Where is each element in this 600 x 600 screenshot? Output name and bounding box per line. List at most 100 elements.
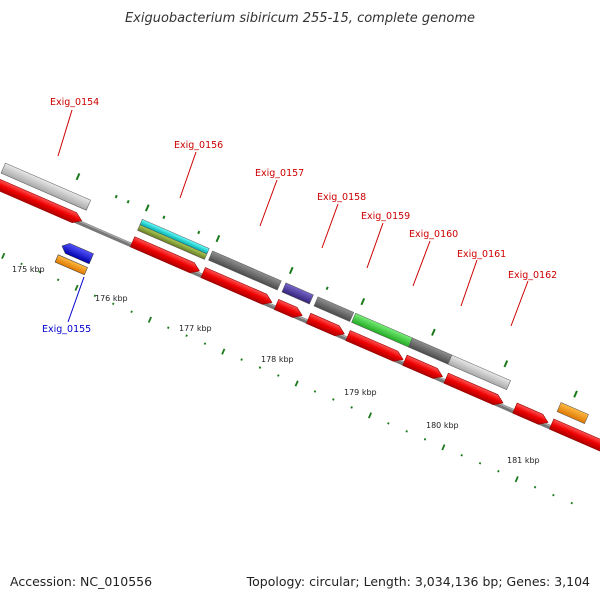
gene-label-exig-0161[interactable]: Exig_0161 bbox=[457, 249, 506, 260]
leader-line-exig-0156 bbox=[179, 151, 197, 199]
leader-line-exig-0154 bbox=[57, 109, 73, 157]
tick-mark bbox=[288, 266, 294, 275]
scale-label: 178 kbp bbox=[261, 355, 294, 364]
tick-mark bbox=[431, 328, 436, 336]
map-title: Exiguobacterium sibiricum 255-15, comple… bbox=[125, 11, 475, 26]
gene-label-exig-0162[interactable]: Exig_0162 bbox=[508, 270, 557, 281]
cds-arrow-exig-0164[interactable] bbox=[549, 418, 600, 456]
gene-bar-exig-0155[interactable] bbox=[54, 254, 88, 276]
tick-mark bbox=[552, 493, 555, 497]
gene-bar-exig-0157[interactable] bbox=[208, 250, 282, 291]
tick-mark bbox=[294, 380, 299, 387]
tick-mark bbox=[570, 501, 573, 505]
tick-mark bbox=[114, 194, 118, 199]
leader-line-exig-0157 bbox=[259, 179, 278, 227]
label-leader-lines bbox=[57, 109, 529, 327]
tick-mark bbox=[147, 316, 152, 323]
tick-mark bbox=[514, 476, 519, 483]
tick-mark bbox=[167, 326, 170, 329]
gene-bar-exig-0159[interactable] bbox=[313, 296, 355, 322]
gene-labels: Exig_0154 Exig_0155 Exig_0156 Exig_0157 … bbox=[42, 97, 557, 335]
scale-label: 180 kbp bbox=[426, 421, 459, 430]
tick-mark bbox=[144, 204, 150, 212]
tick-mark bbox=[38, 270, 42, 274]
tick-mark bbox=[325, 286, 329, 291]
gene-label-exig-0159[interactable]: Exig_0159 bbox=[361, 211, 410, 222]
gene-label-exig-0154[interactable]: Exig_0154 bbox=[50, 97, 99, 108]
gene-label-exig-0155[interactable]: Exig_0155 bbox=[42, 324, 91, 335]
scale-labels: 175 kbp 176 kbp 177 kbp 178 kbp 179 kbp … bbox=[12, 265, 540, 465]
cds-arrow-exig-0163[interactable] bbox=[512, 402, 550, 427]
leader-line-exig-0158 bbox=[321, 203, 339, 249]
cds-arrow-exig-0155[interactable] bbox=[60, 241, 94, 265]
feature-bars bbox=[0, 162, 589, 424]
scale-label: 175 kbp bbox=[12, 265, 45, 274]
cds-arrow-exig-0160[interactable] bbox=[345, 330, 405, 364]
tick-mark bbox=[277, 374, 280, 377]
accession-text: Accession: NC_010556 bbox=[10, 574, 152, 589]
tick-mark bbox=[56, 278, 60, 282]
tick-mark bbox=[185, 334, 188, 337]
tick-mark bbox=[74, 284, 79, 291]
leader-line-exig-0159 bbox=[366, 222, 384, 269]
tick-mark bbox=[197, 230, 201, 235]
tick-mark bbox=[441, 444, 446, 451]
tick-mark bbox=[533, 485, 537, 489]
tick-mark bbox=[258, 366, 262, 369]
tick-mark bbox=[112, 302, 115, 306]
feature-bar-olive[interactable] bbox=[137, 224, 208, 260]
gene-label-exig-0157[interactable]: Exig_0157 bbox=[255, 168, 304, 179]
gene-bar-exig-0162[interactable] bbox=[447, 354, 511, 391]
tick-mark bbox=[360, 297, 366, 306]
tick-mark bbox=[130, 310, 133, 314]
gene-bar-exig-0158[interactable] bbox=[281, 282, 314, 305]
tick-mark bbox=[478, 461, 482, 465]
leader-line-exig-0160 bbox=[412, 240, 431, 287]
tick-mark bbox=[350, 406, 353, 409]
tick-mark bbox=[221, 348, 226, 355]
genome-track bbox=[0, 162, 600, 505]
tick-mark bbox=[503, 360, 509, 368]
tick-mark bbox=[387, 422, 390, 425]
tick-mark bbox=[215, 234, 221, 243]
cds-arrow-exig-0161[interactable] bbox=[402, 354, 445, 381]
tick-mark bbox=[20, 262, 23, 266]
tick-mark bbox=[332, 398, 335, 401]
tick-mark bbox=[573, 390, 578, 398]
gene-label-exig-0158[interactable]: Exig_0158 bbox=[317, 192, 366, 203]
scale-label: 179 kbp bbox=[344, 388, 377, 397]
tick-mark bbox=[460, 454, 463, 457]
leader-line-exig-0162 bbox=[510, 280, 529, 327]
gene-bar-exig-0154[interactable] bbox=[0, 162, 91, 211]
outer-tick-marks bbox=[75, 173, 578, 398]
tick-mark bbox=[93, 294, 97, 298]
tick-mark bbox=[240, 358, 243, 361]
cds-arrow-exig-0157[interactable] bbox=[200, 267, 274, 307]
leader-line-exig-0155 bbox=[67, 276, 85, 323]
tick-mark bbox=[1, 252, 6, 260]
tick-mark bbox=[497, 469, 500, 473]
tick-mark bbox=[313, 390, 317, 393]
gene-label-exig-0156[interactable]: Exig_0156 bbox=[174, 140, 223, 151]
cds-arrow-exig-0162[interactable] bbox=[443, 372, 505, 408]
gene-label-exig-0160[interactable]: Exig_0160 bbox=[409, 229, 458, 240]
cds-features bbox=[0, 178, 600, 456]
scale-tick-marks bbox=[1, 252, 573, 505]
cds-arrow-exig-0156[interactable] bbox=[129, 236, 201, 276]
reverse-features bbox=[54, 241, 94, 276]
cds-arrow-exig-0158[interactable] bbox=[273, 298, 304, 320]
tick-mark bbox=[203, 342, 207, 345]
tick-mark bbox=[367, 412, 373, 419]
tick-mark bbox=[423, 438, 427, 441]
cds-arrow-exig-0159[interactable] bbox=[306, 312, 346, 339]
genome-backbone-highlight bbox=[0, 178, 600, 467]
tick-mark bbox=[75, 173, 81, 181]
genome-summary-text: Topology: circular; Length: 3,034,136 bp… bbox=[246, 574, 590, 589]
tick-mark bbox=[162, 215, 166, 220]
scale-label: 177 kbp bbox=[179, 324, 212, 333]
leader-line-exig-0161 bbox=[460, 259, 478, 307]
cds-arrow-exig-0154[interactable] bbox=[0, 178, 84, 226]
gene-bar-exig-0163[interactable] bbox=[556, 402, 589, 424]
scale-label: 176 kbp bbox=[95, 294, 128, 303]
